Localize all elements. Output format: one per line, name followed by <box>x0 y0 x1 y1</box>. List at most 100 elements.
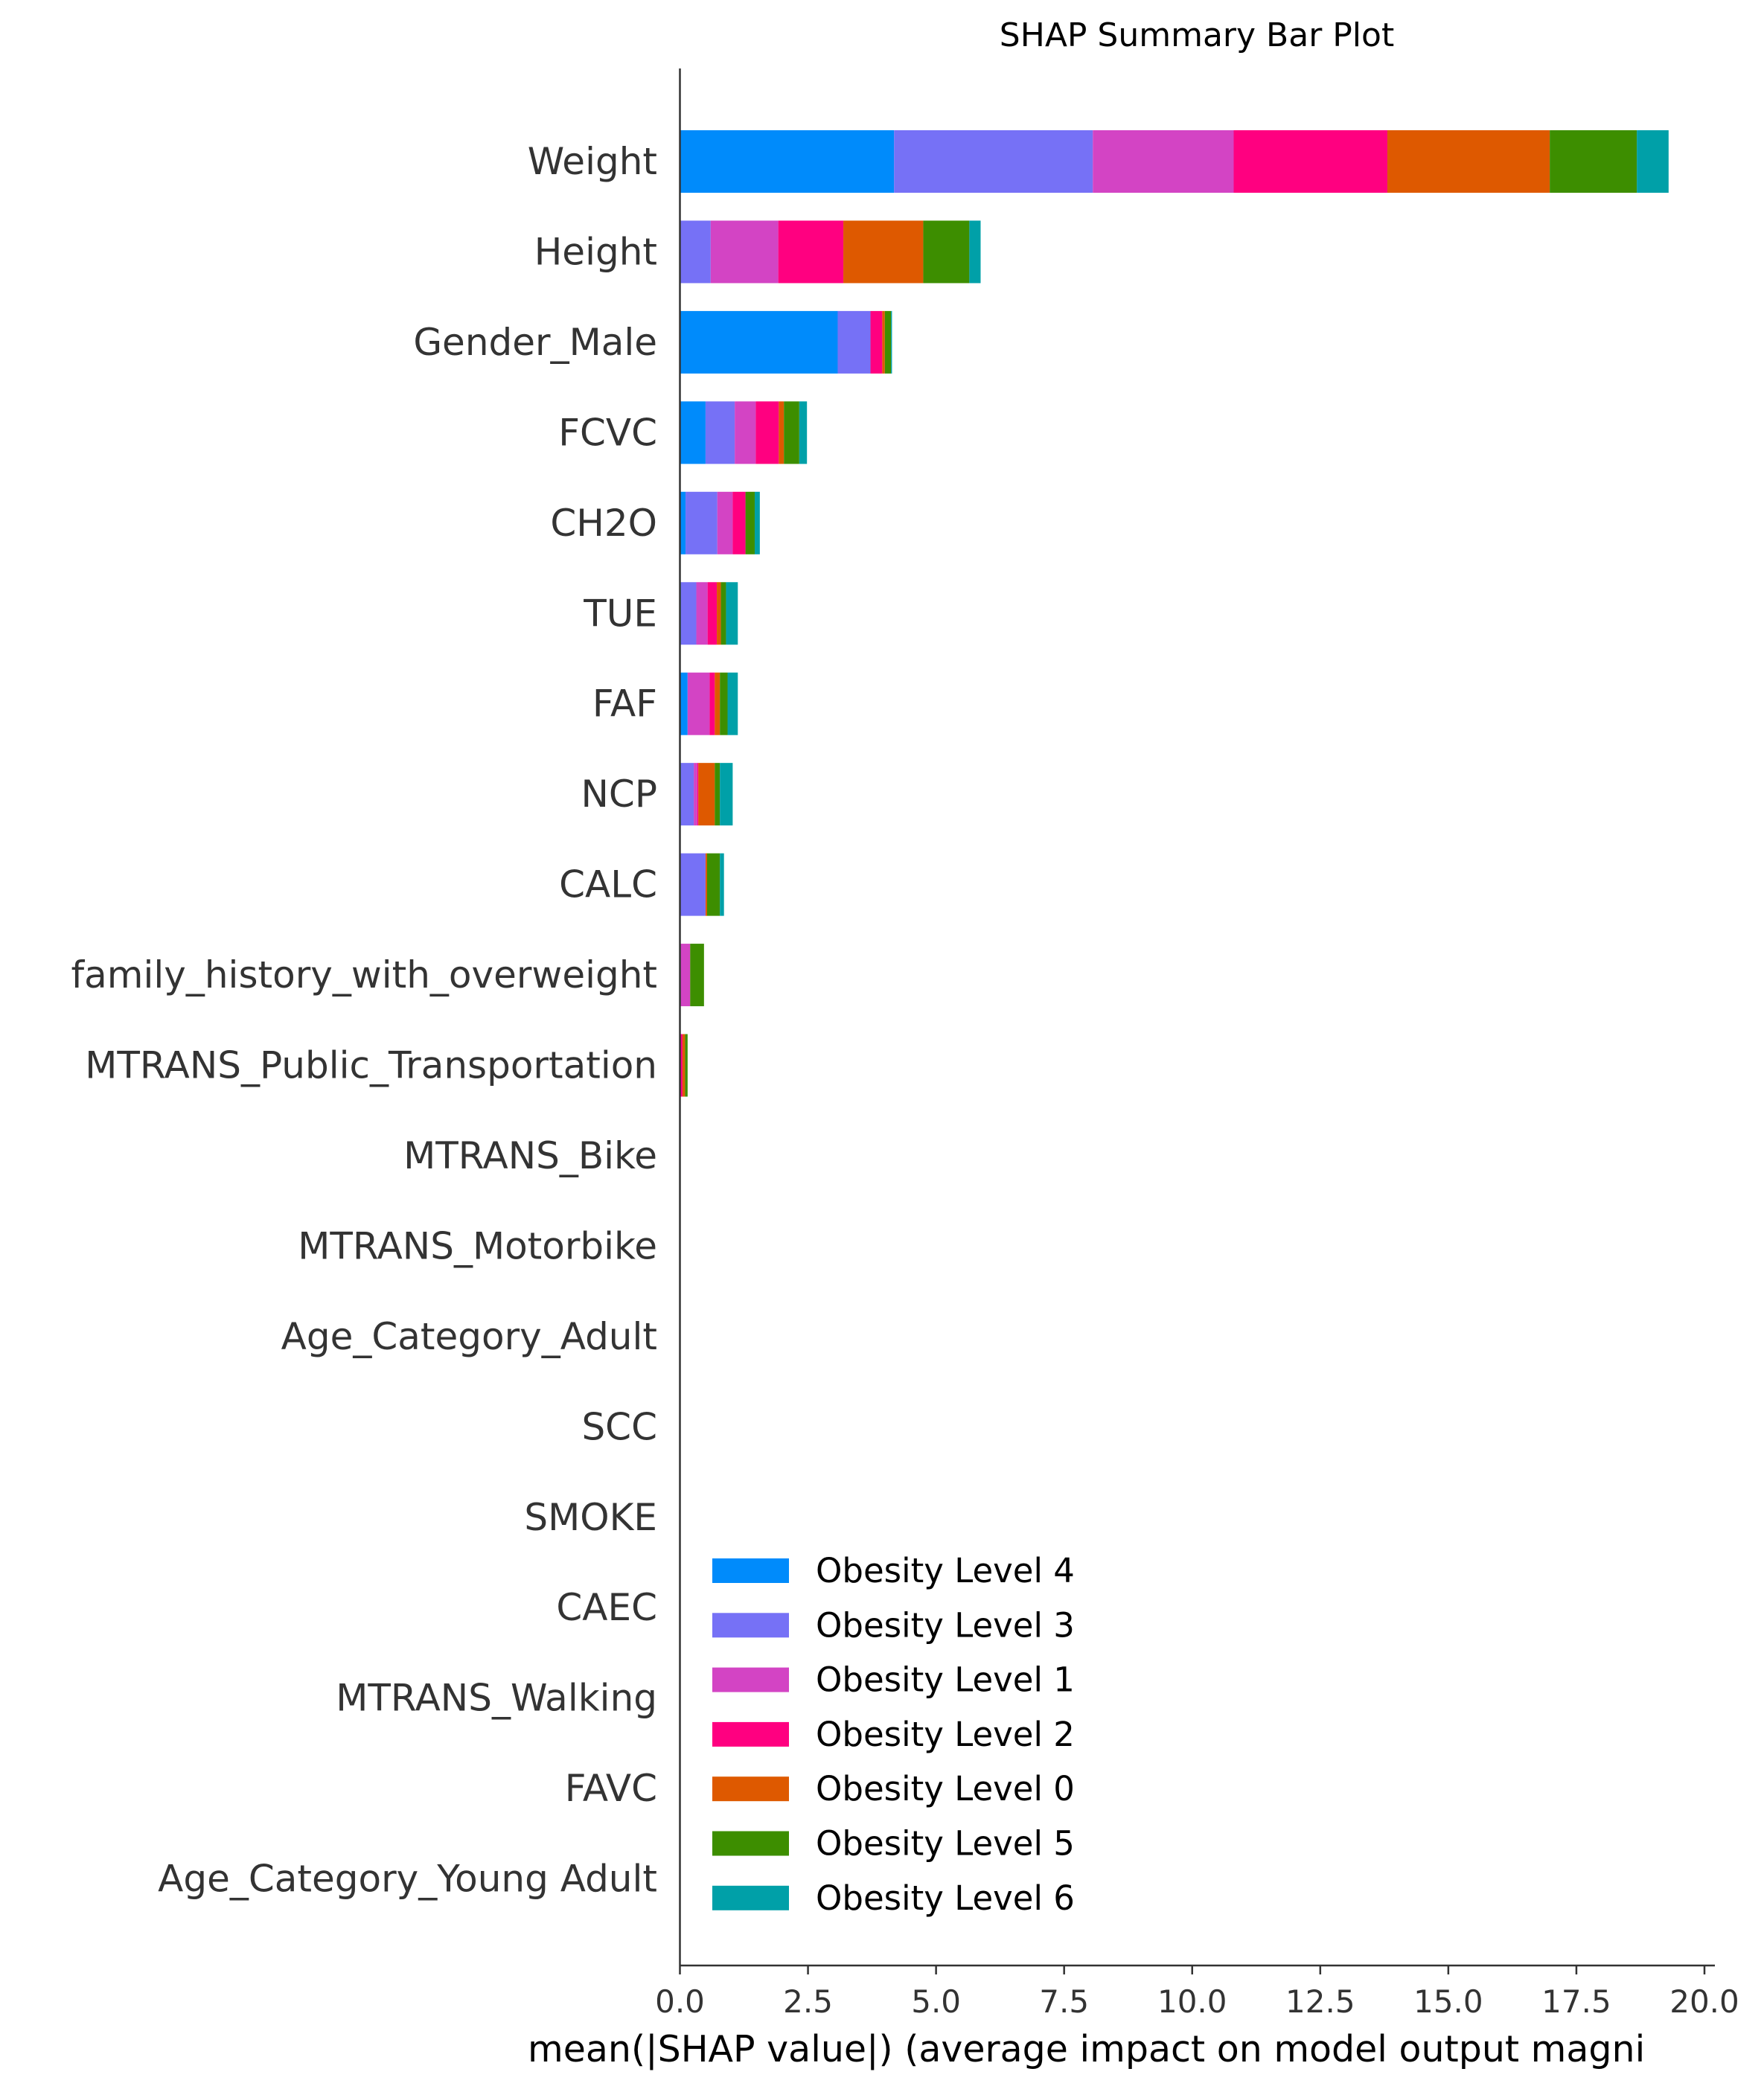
feature-label: NCP <box>581 773 657 816</box>
legend: Obesity Level 4 Obesity Level 3 Obesity Le… <box>712 1551 1075 1918</box>
bar-segment <box>710 220 779 284</box>
bar-segment <box>1550 130 1637 193</box>
x-tick-label: 15.0 <box>1413 1983 1483 2020</box>
x-axis-title: mean(|SHAP value|) (average impact on mo… <box>528 2028 1645 2070</box>
bar-segment <box>680 582 697 645</box>
bar-segment <box>680 491 686 554</box>
bar-segment <box>735 401 756 464</box>
bar-segment <box>923 220 970 284</box>
bar-segment <box>717 582 721 645</box>
bar-segment <box>755 401 779 464</box>
bar-segment <box>682 1034 686 1097</box>
legend-entry-label: Obesity Level 1 <box>816 1660 1075 1700</box>
bar-segment <box>894 130 1093 193</box>
bar-segment <box>709 672 715 735</box>
x-tick-label: 2.5 <box>783 1983 833 2020</box>
legend-entry-label: Obesity Level 5 <box>816 1824 1075 1864</box>
x-tick-label: 5.0 <box>911 1983 961 2020</box>
bar-segment <box>779 401 784 464</box>
bar-segment <box>727 672 738 735</box>
bar-segment <box>680 1034 683 1097</box>
bar-segment <box>706 853 720 916</box>
bar-segment <box>698 763 715 826</box>
bar-segment <box>870 310 883 374</box>
x-axis-ticks: 0.0 2.5 5.0 7.5 10.0 12.5 15.0 17.5 20.0 <box>655 1966 1739 2020</box>
bar-segment <box>705 853 707 916</box>
bar-segment <box>697 763 699 826</box>
feature-label: MTRANS_Public_Transportation <box>85 1044 657 1087</box>
feature-label: MTRANS_Walking <box>336 1677 657 1720</box>
bar-segment <box>720 763 733 826</box>
feature-label: SCC <box>581 1405 657 1448</box>
legend-entry-label: Obesity Level 0 <box>816 1769 1075 1808</box>
legend-entry-label: Obesity Level 6 <box>816 1878 1075 1918</box>
bar-segment <box>680 763 694 826</box>
feature-label: Weight <box>528 140 657 183</box>
bar-segment <box>717 491 733 554</box>
x-tick-label: 12.5 <box>1285 1983 1355 2020</box>
x-tick-label: 20.0 <box>1669 1983 1739 2020</box>
feature-label: FCVC <box>558 411 657 454</box>
bar-segment <box>707 582 718 645</box>
bar-segment <box>1637 130 1669 193</box>
feature-label: Age_Category_Adult <box>281 1315 657 1358</box>
bar-segment <box>754 491 760 554</box>
bar-segment <box>680 853 706 916</box>
bar-segment <box>799 401 808 464</box>
legend-swatch <box>712 1667 789 1692</box>
bar-segment <box>696 582 708 645</box>
feature-label: Age_Category_Young Adult <box>158 1858 657 1901</box>
feature-labels: Weight Height Gender_Male FCVC CH2O TUE FAF NCP… <box>71 140 657 1901</box>
x-tick-label: 10.0 <box>1157 1983 1227 2020</box>
bar-segment <box>778 220 844 284</box>
bar-segment <box>720 853 724 916</box>
feature-label: CAEC <box>556 1586 657 1629</box>
feature-label: CALC <box>559 863 657 906</box>
bar-segment <box>726 582 738 645</box>
feature-label: MTRANS_Bike <box>403 1134 657 1177</box>
bar-segment <box>891 310 892 374</box>
x-tick-label: 0.0 <box>655 1983 705 2020</box>
feature-label: CH2O <box>550 502 657 545</box>
bar-segment <box>1093 130 1234 193</box>
bar-segment <box>690 944 704 1007</box>
bar-segment <box>884 310 892 374</box>
bars-layer <box>680 130 1669 1097</box>
bar-segment <box>694 763 697 826</box>
bar-segment <box>686 491 718 554</box>
bar-segment <box>687 672 710 735</box>
bar-segment <box>680 944 691 1007</box>
feature-label: Height <box>534 230 657 273</box>
bar-segment <box>1233 130 1387 193</box>
legend-swatch <box>712 1831 789 1856</box>
bar-segment <box>720 672 728 735</box>
bar-segment <box>732 491 746 554</box>
bar-segment <box>843 220 924 284</box>
chart-title: SHAP Summary Bar Plot <box>1000 16 1394 54</box>
bar-segment <box>882 310 885 374</box>
legend-swatch <box>712 1721 789 1747</box>
feature-label: TUE <box>583 592 657 635</box>
bar-segment <box>680 310 838 374</box>
bar-segment <box>680 220 711 284</box>
feature-label: FAF <box>592 682 657 726</box>
legend-entry-label: Obesity Level 3 <box>816 1605 1075 1645</box>
bar-segment <box>745 491 755 554</box>
feature-label: MTRANS_Motorbike <box>298 1224 657 1267</box>
bar-segment <box>680 401 706 464</box>
bar-segment <box>705 401 735 464</box>
bar-segment <box>680 130 895 193</box>
legend-swatch <box>712 1613 789 1638</box>
legend-swatch <box>712 1558 789 1583</box>
x-tick-label: 7.5 <box>1039 1983 1089 2020</box>
legend-entry-label: Obesity Level 2 <box>816 1715 1075 1754</box>
bar-segment <box>837 310 871 374</box>
feature-label: family_history_with_overweight <box>71 953 657 997</box>
legend-swatch <box>712 1885 789 1910</box>
bar-segment <box>969 220 981 284</box>
feature-label: SMOKE <box>524 1496 657 1539</box>
legend-swatch <box>712 1776 789 1802</box>
feature-label: Gender_Male <box>413 321 657 364</box>
x-tick-label: 17.5 <box>1541 1983 1611 2020</box>
